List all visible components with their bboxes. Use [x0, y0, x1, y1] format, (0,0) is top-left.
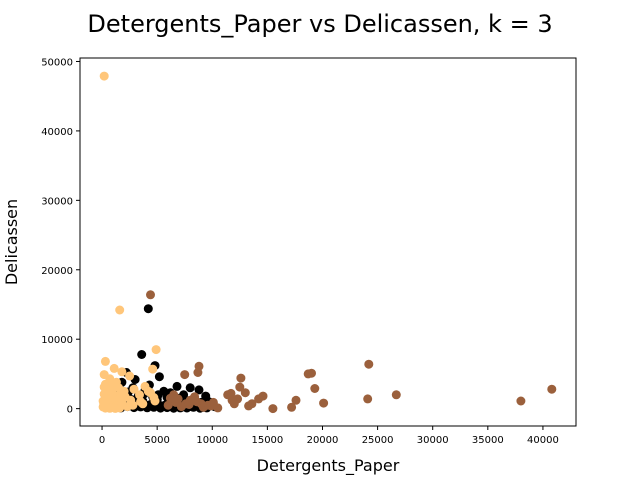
- plot-area: [80, 58, 576, 426]
- data-point-cluster-2: [236, 373, 246, 383]
- data-point-cluster-2: [165, 393, 175, 403]
- data-point-cluster-1: [143, 304, 153, 314]
- data-point-cluster-2: [303, 369, 313, 379]
- data-point-cluster-2: [184, 400, 194, 409]
- data-point-cluster-2: [291, 395, 301, 405]
- data-point-cluster-1: [194, 385, 204, 395]
- x-tick-label: 30000: [417, 435, 449, 446]
- data-point-cluster-3: [150, 396, 160, 406]
- data-point-cluster-3: [146, 388, 155, 398]
- data-point-cluster-2: [547, 384, 557, 394]
- data-point-cluster-2: [287, 402, 297, 412]
- x-tick-label: 10000: [196, 435, 228, 446]
- data-point-cluster-2: [364, 359, 374, 369]
- data-point-cluster-1: [137, 350, 147, 359]
- data-point-cluster-1: [185, 383, 195, 393]
- data-point-cluster-2: [227, 395, 237, 405]
- data-point-cluster-3: [102, 395, 112, 405]
- x-tick-label: 25000: [362, 435, 394, 446]
- x-tick-label: 20000: [307, 435, 339, 446]
- data-point-cluster-3: [148, 364, 158, 374]
- data-points: [98, 71, 557, 414]
- data-point-cluster-2: [206, 401, 216, 411]
- y-tick-label: 10000: [41, 335, 73, 346]
- x-tick-label: 15000: [251, 435, 283, 446]
- x-axis-ticks: 0 5000 10000 15000 20000 25000 30000 35000 40000: [99, 426, 559, 446]
- data-point-cluster-3: [119, 386, 129, 396]
- y-tick-label: 50000: [41, 57, 73, 68]
- y-tick-label: 30000: [41, 196, 73, 207]
- y-tick-label: 20000: [41, 266, 73, 277]
- data-point-cluster-3: [136, 397, 146, 407]
- data-point-cluster-2: [235, 382, 245, 392]
- y-tick-label: 0: [67, 405, 73, 416]
- data-point-cluster-2: [163, 400, 173, 410]
- data-point-cluster-3: [129, 384, 139, 394]
- data-point-cluster-2: [240, 388, 250, 398]
- data-point-cluster-2: [391, 390, 401, 400]
- data-point-cluster-3: [125, 371, 135, 381]
- data-point-cluster-3: [99, 71, 109, 81]
- data-point-cluster-3: [100, 379, 110, 389]
- data-point-cluster-3: [106, 386, 116, 396]
- data-point-cluster-2: [193, 368, 203, 377]
- data-point-cluster-3: [109, 363, 119, 373]
- data-point-cluster-2: [268, 404, 278, 414]
- data-point-cluster-2: [244, 401, 254, 411]
- x-axis-label: Detergents_Paper: [257, 456, 400, 476]
- data-point-cluster-3: [117, 367, 127, 377]
- y-axis-ticks: 0 10000 20000 30000 40000 50000: [41, 57, 80, 416]
- x-tick-label: 5000: [144, 435, 169, 446]
- data-point-cluster-2: [192, 397, 202, 407]
- plot-frame: [79, 57, 577, 427]
- data-point-cluster-3: [151, 345, 161, 355]
- data-point-cluster-2: [146, 290, 155, 300]
- data-point-cluster-2: [254, 394, 264, 404]
- data-point-cluster-2: [310, 384, 320, 393]
- x-tick-label: 40000: [527, 435, 559, 446]
- data-point-cluster-1: [172, 381, 182, 391]
- data-point-cluster-3: [128, 400, 138, 410]
- data-point-cluster-1: [157, 401, 167, 411]
- data-point-cluster-3: [100, 356, 110, 366]
- x-tick-label: 35000: [472, 435, 504, 446]
- x-tick-label: 0: [99, 435, 105, 446]
- data-point-cluster-2: [516, 396, 526, 406]
- data-point-cluster-2: [319, 398, 329, 408]
- data-point-cluster-2: [363, 394, 373, 404]
- chart-title: Detergents_Paper vs Delicassen, k = 3: [87, 10, 552, 38]
- data-point-cluster-3: [115, 305, 125, 315]
- data-point-cluster-3: [110, 403, 120, 413]
- data-point-cluster-3: [135, 390, 144, 400]
- data-point-cluster-1: [154, 372, 164, 382]
- y-tick-label: 40000: [41, 127, 73, 138]
- y-axis-label: Delicassen: [2, 199, 21, 285]
- data-point-cluster-2: [180, 370, 190, 380]
